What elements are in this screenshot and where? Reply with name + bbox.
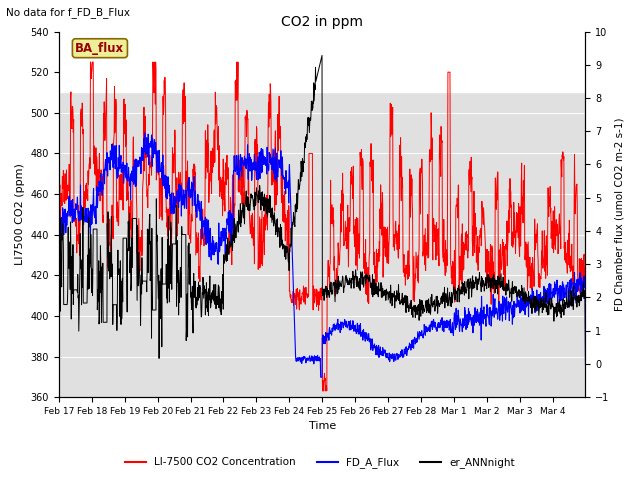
Y-axis label: FD Chamber flux (umol CO2 m-2 s-1): FD Chamber flux (umol CO2 m-2 s-1) — [615, 118, 625, 311]
Title: CO2 in ppm: CO2 in ppm — [281, 15, 363, 29]
Bar — [59, 32, 586, 93]
Legend: LI-7500 CO2 Concentration, FD_A_Flux, er_ANNnight: LI-7500 CO2 Concentration, FD_A_Flux, er… — [121, 453, 519, 472]
Text: No data for f_FD_B_Flux: No data for f_FD_B_Flux — [6, 7, 131, 18]
Text: BA_flux: BA_flux — [76, 42, 125, 55]
X-axis label: Time: Time — [308, 421, 336, 432]
Y-axis label: LI7500 CO2 (ppm): LI7500 CO2 (ppm) — [15, 163, 25, 265]
